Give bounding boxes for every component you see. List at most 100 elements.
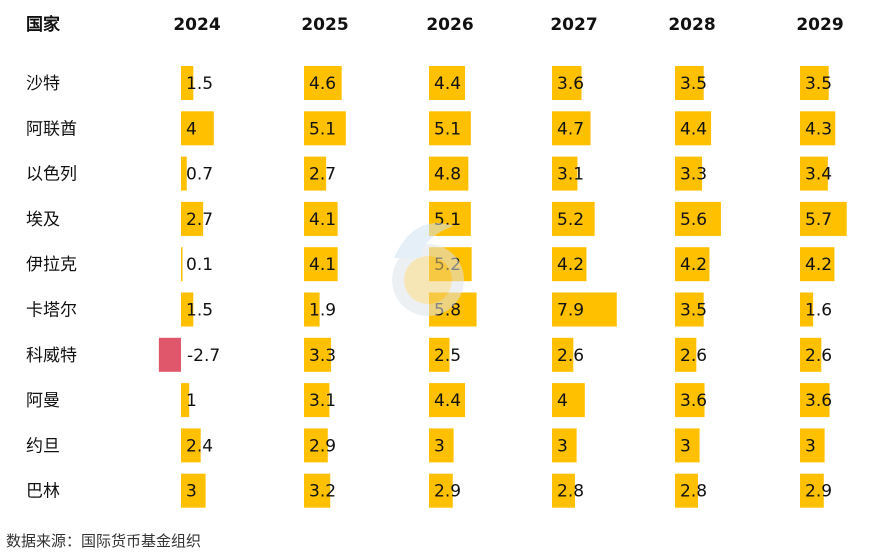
value-label-2025: 4.1 [309, 255, 336, 275]
country-label: 以色列 [26, 165, 77, 185]
year-header-2027: 2027 [550, 15, 597, 35]
bar-2025 [304, 247, 338, 282]
value-label-2027: 3 [557, 436, 568, 456]
value-label-2024: 1.5 [186, 301, 213, 321]
bar-2025 [304, 156, 327, 191]
bar-2024 [181, 383, 190, 418]
row-header: 国家 [26, 14, 60, 35]
bar-2024 [181, 292, 194, 327]
bar-2029 [800, 337, 822, 372]
country-label: 巴林 [26, 482, 60, 502]
value-label-2028: 5.6 [680, 210, 707, 230]
bar-2027 [552, 337, 574, 372]
bar-2026 [429, 111, 471, 146]
bar-2025 [304, 383, 330, 418]
value-label-2029: 3.6 [805, 391, 832, 411]
bar-2026 [429, 473, 453, 508]
value-label-2028: 3.5 [680, 301, 707, 321]
value-label-2025: 3.1 [309, 391, 336, 411]
country-label: 沙特 [26, 74, 60, 94]
value-label-2025: 1.9 [309, 301, 336, 321]
bar-2025 [304, 337, 332, 372]
value-label-2026: 2.5 [434, 346, 461, 366]
bar-2026 [429, 337, 450, 372]
value-label-2026: 4.8 [434, 165, 461, 185]
value-label-2026: 3 [434, 436, 445, 456]
bar-2027 [552, 383, 585, 418]
value-label-2028: 3.3 [680, 165, 707, 185]
country-label: 阿曼 [26, 391, 60, 411]
bar-2027 [552, 66, 582, 100]
bar-2025 [304, 428, 328, 463]
bar-2029 [800, 156, 828, 191]
bar-2029 [800, 292, 814, 327]
value-label-2025: 3.2 [309, 482, 336, 502]
value-label-2028: 3.6 [680, 391, 707, 411]
bar-2025 [304, 201, 338, 236]
bar-2028 [675, 428, 700, 463]
year-header-2025: 2025 [301, 15, 348, 35]
bar-2024 [181, 66, 194, 100]
watermark-logo [392, 223, 464, 316]
value-label-2024: 1 [186, 391, 197, 411]
value-label-2027: 4.2 [557, 255, 584, 275]
value-label-2024: 0.1 [186, 255, 213, 275]
value-label-2029: 1.6 [805, 301, 832, 321]
bar-2027 [552, 428, 577, 463]
country-label: 卡塔尔 [26, 301, 77, 321]
country-label: 埃及 [26, 210, 60, 230]
bar-2024 [181, 156, 187, 191]
value-label-2024: 2.7 [186, 210, 213, 230]
value-label-2026: 4.4 [434, 391, 461, 411]
bar-2029 [800, 428, 825, 463]
value-label-2027: 7.9 [557, 301, 584, 321]
year-header-2029: 2029 [796, 15, 843, 35]
value-label-2025: 4.1 [309, 210, 336, 230]
value-label-2028: 4.4 [680, 119, 707, 139]
bar-2029 [800, 66, 829, 100]
value-label-2029: 3.4 [805, 165, 832, 185]
value-label-2025: 2.9 [309, 436, 336, 456]
value-label-2029: 2.6 [805, 346, 832, 366]
value-label-2029: 3 [805, 436, 816, 456]
year-header-2026: 2026 [426, 15, 473, 35]
value-label-2027: 3.6 [557, 74, 584, 94]
bar-2027 [552, 111, 591, 146]
bar-2027 [552, 292, 617, 327]
bar-2027 [552, 247, 587, 282]
bar-2025 [304, 473, 331, 508]
value-label-2024: 0.7 [186, 165, 213, 185]
source-note: 数据来源：国际货币基金组织 [6, 532, 202, 550]
bar-2027 [552, 201, 595, 236]
bar-2024 [181, 247, 183, 282]
bar-2024 [181, 111, 214, 146]
value-label-2025: 4.6 [309, 74, 336, 94]
bar-2028 [675, 383, 705, 418]
year-header-2028: 2028 [668, 15, 715, 35]
value-label-2027: 5.2 [557, 210, 584, 230]
bar-2026 [429, 66, 466, 100]
value-label-2025: 5.1 [309, 119, 336, 139]
bar-2026 [429, 383, 466, 418]
value-label-2026: 2.9 [434, 482, 461, 502]
value-label-2024: 4 [186, 119, 197, 139]
bar-2024 [181, 473, 206, 508]
value-label-2025: 2.7 [309, 165, 336, 185]
value-label-2029: 2.9 [805, 482, 832, 502]
country-label: 科威特 [26, 346, 77, 366]
value-label-2024: 3 [186, 482, 197, 502]
bar-2026 [429, 156, 469, 191]
value-label-2027: 3.1 [557, 165, 584, 185]
value-label-2028: 2.6 [680, 346, 707, 366]
country-label: 阿联酋 [26, 119, 77, 139]
value-label-2024: -2.7 [187, 346, 220, 366]
bar-2026 [429, 428, 454, 463]
value-label-2025: 3.3 [309, 346, 336, 366]
bar-2024 [181, 201, 204, 236]
value-label-2024: 1.5 [186, 74, 213, 94]
value-label-2027: 4 [557, 391, 568, 411]
country-label: 约旦 [26, 436, 60, 456]
bar-2029 [800, 111, 836, 146]
value-label-2027: 4.7 [557, 119, 584, 139]
bar-2028 [675, 201, 721, 236]
